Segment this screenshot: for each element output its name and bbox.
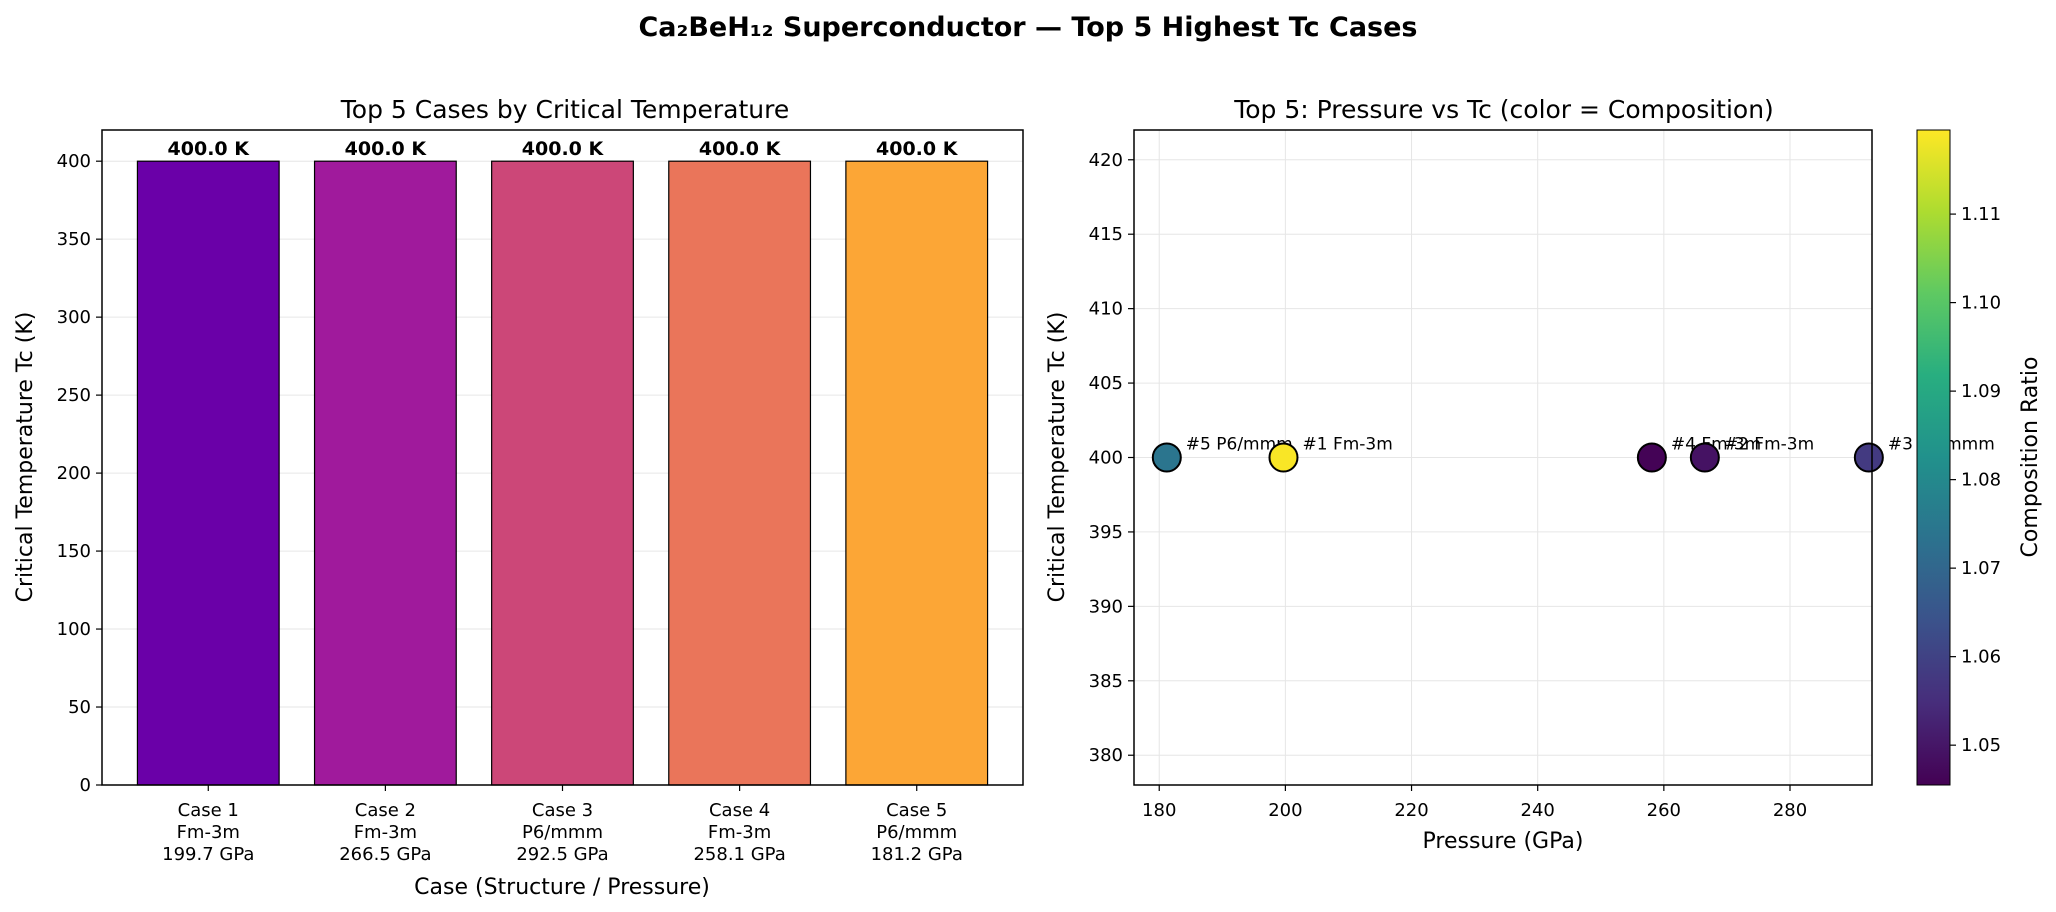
colorbar-tick-label: 1.07 — [1961, 558, 2001, 579]
scatter-y-tick-label: 405 — [1089, 373, 1123, 394]
bar — [668, 160, 812, 786]
colorbar-tick-label: 1.08 — [1961, 470, 2001, 491]
scatter-point — [1689, 442, 1720, 473]
scatter-y-tick-label: 415 — [1089, 224, 1123, 245]
bar-y-tick-label: 400 — [57, 151, 91, 172]
scatter-x-tick-label: 220 — [1394, 800, 1428, 821]
scatter-x-tick-label: 240 — [1521, 800, 1555, 821]
bar-x-tick-label: Fm-3m — [177, 822, 240, 843]
bar-x-tick-label: 181.2 GPa — [871, 844, 963, 865]
colorbar-tick-label: 1.09 — [1961, 381, 2001, 402]
bar-x-tick-label: Case 1 — [178, 800, 239, 821]
scatter-point — [1636, 442, 1667, 473]
bar-x-tick-label: 266.5 GPa — [339, 844, 431, 865]
bar-data-label: 400.0 K — [522, 138, 605, 160]
scatter-x-tick-label: 180 — [1142, 800, 1176, 821]
bar-x-tick-label: 199.7 GPa — [162, 844, 254, 865]
bar-x-tick-label: Fm-3m — [708, 822, 771, 843]
bar-x-tick-label: P6/mmm — [876, 822, 957, 843]
colorbar-tick-label: 1.10 — [1961, 293, 2001, 314]
bar-y-tick-label: 200 — [57, 463, 91, 484]
scatter-point-label: #5 P6/mmm — [1186, 435, 1293, 455]
scatter-series — [1151, 442, 1884, 473]
bar-data-label: 400.0 K — [345, 138, 428, 160]
scatter-gridlines — [1134, 130, 1872, 785]
scatter-chart-title: Top 5: Pressure vs Tc (color = Compositi… — [1233, 95, 1774, 124]
bar-x-tick-label: 258.1 GPa — [693, 844, 785, 865]
scatter-y-tick-label: 385 — [1089, 671, 1123, 692]
scatter-y-axis-ticks: 380 385 390 395 400 405 410 415 420 — [1089, 150, 1134, 766]
scatter-x-tick-label: 200 — [1268, 800, 1302, 821]
bar-y-axis-ticks: 0 50 100 150 200 250 300 350 400 — [57, 151, 102, 796]
colorbar-tick-label: 1.06 — [1961, 647, 2001, 668]
bar — [491, 160, 634, 786]
colorbar-tick-label: 1.05 — [1961, 735, 2001, 756]
bar — [845, 160, 989, 786]
bar-x-tick-label: Case 4 — [709, 800, 770, 821]
scatter-point-label: #2 Fm-3m — [1724, 435, 1814, 455]
bar — [136, 160, 280, 786]
bar-series — [136, 160, 989, 786]
bar-y-tick-label: 150 — [57, 541, 91, 562]
scatter-y-tick-label: 390 — [1089, 596, 1123, 617]
bar-data-label: 400.0 K — [699, 138, 782, 160]
bar-y-axis-label: Critical Temperature Tc (K) — [13, 312, 38, 603]
scatter-y-tick-label: 410 — [1089, 299, 1123, 320]
scatter-y-axis-label: Critical Temperature Tc (K) — [1045, 312, 1070, 603]
figure-title: Ca₂BeH₁₂ Superconductor — Top 5 Highest … — [638, 12, 1417, 43]
bar-y-tick-label: 250 — [57, 385, 91, 406]
bar-data-labels: 400.0 K 400.0 K 400.0 K 400.0 K 400.0 K — [168, 138, 959, 160]
colorbar-label: Composition Ratio — [2018, 357, 2043, 558]
scatter-point — [1268, 442, 1299, 473]
scatter-y-tick-label: 395 — [1089, 522, 1123, 543]
bar-y-tick-label: 100 — [57, 619, 91, 640]
bar-y-tick-label: 300 — [57, 307, 91, 328]
colorbar-tick-label: 1.11 — [1961, 204, 2001, 225]
scatter-y-tick-label: 420 — [1089, 150, 1123, 171]
bar-x-axis-label: Case (Structure / Pressure) — [414, 875, 710, 900]
scatter-chart: Top 5: Pressure vs Tc (color = Compositi… — [1045, 95, 1995, 854]
bar-y-tick-label: 50 — [68, 697, 91, 718]
scatter-x-axis-label: Pressure (GPa) — [1423, 829, 1584, 854]
bar-x-tick-label: Case 5 — [886, 800, 947, 821]
scatter-y-tick-label: 400 — [1089, 448, 1123, 469]
scatter-point-label: #1 Fm-3m — [1302, 435, 1392, 455]
bar-x-tick-label: Case 2 — [355, 800, 416, 821]
scatter-point — [1151, 442, 1182, 473]
scatter-x-tick-label: 260 — [1647, 800, 1681, 821]
bar — [313, 160, 457, 786]
scatter-point — [1853, 442, 1884, 473]
colorbar-gradient — [1916, 129, 1951, 786]
bar-y-tick-label: 0 — [80, 775, 91, 796]
bar-y-tick-label: 350 — [57, 229, 91, 250]
scatter-x-axis-ticks: 180 200 220 240 260 280 — [1142, 785, 1807, 821]
colorbar: 1.05 1.06 1.07 1.08 1.09 1.10 1.11 Composition… — [1916, 129, 2043, 786]
bar-data-label: 400.0 K — [168, 138, 251, 160]
bar-x-tick-label: Fm-3m — [354, 822, 417, 843]
scatter-x-tick-label: 280 — [1773, 800, 1807, 821]
colorbar-ticks: 1.05 1.06 1.07 1.08 1.09 1.10 1.11 — [1950, 204, 2001, 756]
bar-x-tick-label: P6/mmm — [522, 822, 603, 843]
bar-x-tick-label: Case 3 — [532, 800, 593, 821]
bar-chart: Top 5 Cases by Critical Temperature 400.… — [13, 95, 1024, 900]
bar-chart-title: Top 5 Cases by Critical Temperature — [340, 95, 790, 124]
scatter-point-labels: #1 Fm-3m #2 Fm-3m #3 P6/mmm#4 Fm-3m#5 P6/m… — [1186, 435, 1995, 455]
scatter-y-tick-label: 380 — [1089, 745, 1123, 766]
bar-x-tick-label: 292.5 GPa — [516, 844, 608, 865]
bar-data-label: 400.0 K — [876, 138, 959, 160]
